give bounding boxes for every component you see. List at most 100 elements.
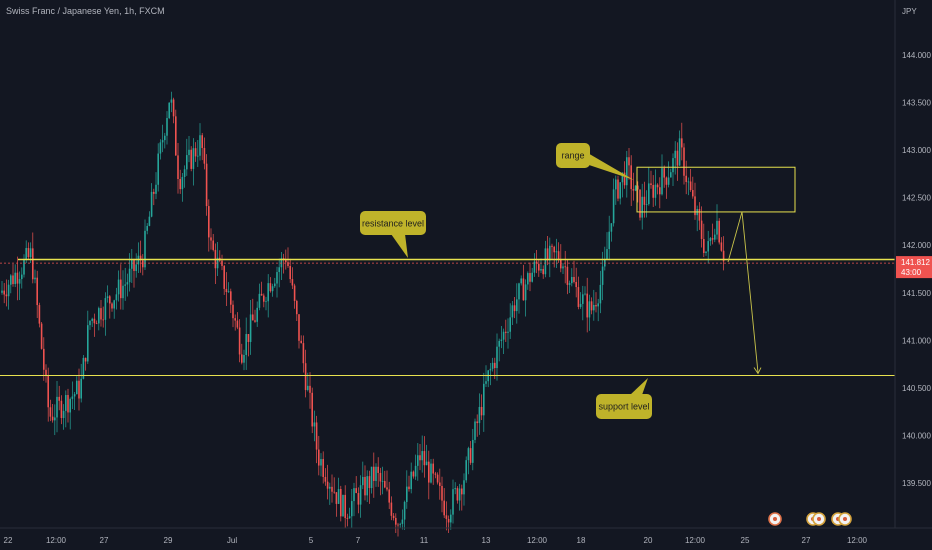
candle-body bbox=[258, 293, 261, 308]
candle-body bbox=[223, 265, 225, 289]
x-tick-label: 5 bbox=[309, 536, 314, 545]
candle-body bbox=[364, 476, 366, 496]
event-icon[interactable] bbox=[768, 512, 782, 526]
candle-body bbox=[278, 267, 280, 273]
candle-body bbox=[73, 394, 76, 397]
candle-body bbox=[720, 242, 723, 251]
x-tick-label: 27 bbox=[100, 536, 109, 545]
candle-body bbox=[126, 282, 129, 285]
candle-body bbox=[423, 451, 426, 466]
candle-body bbox=[252, 314, 254, 321]
candle-body bbox=[150, 191, 153, 217]
candle-body bbox=[687, 181, 690, 183]
event-icon[interactable] bbox=[838, 512, 852, 526]
candle-body bbox=[359, 485, 362, 505]
candle-body bbox=[153, 191, 155, 194]
x-tick-label: 12:00 bbox=[685, 536, 706, 545]
candle-body bbox=[113, 300, 115, 309]
candle-body bbox=[199, 135, 201, 156]
candle-body bbox=[100, 308, 102, 320]
candle-body bbox=[529, 273, 531, 282]
candle-body bbox=[148, 216, 151, 226]
y-tick-label: 140.000 bbox=[902, 431, 931, 440]
candle-body bbox=[608, 231, 610, 250]
candle-body bbox=[494, 362, 496, 369]
candle-body bbox=[49, 407, 52, 417]
candle-body bbox=[478, 406, 481, 424]
candle-body bbox=[368, 476, 371, 489]
candle-body bbox=[560, 259, 562, 269]
candle-body bbox=[91, 318, 93, 321]
candle-body bbox=[436, 474, 439, 483]
candle-body bbox=[498, 340, 500, 347]
candle-body bbox=[452, 489, 454, 515]
candle-body bbox=[643, 196, 646, 205]
annotation-layer[interactable]: range resistance level support level bbox=[0, 143, 895, 419]
candle-body bbox=[155, 184, 157, 194]
candle-body bbox=[208, 206, 210, 238]
candle-body bbox=[142, 260, 144, 268]
projection-path[interactable] bbox=[727, 211, 759, 373]
candle-body bbox=[164, 135, 166, 141]
candle-body bbox=[43, 348, 45, 370]
candle-body bbox=[648, 183, 650, 205]
candle-body bbox=[375, 466, 377, 481]
candle-body bbox=[544, 248, 547, 275]
candle-body bbox=[315, 422, 318, 450]
x-tick-label: 12:00 bbox=[847, 536, 868, 545]
candle-body bbox=[56, 396, 58, 418]
candle-body bbox=[183, 169, 186, 177]
candle-body bbox=[179, 179, 181, 190]
candle-body bbox=[601, 266, 604, 285]
candle-body bbox=[243, 354, 245, 363]
resistance-callout-box bbox=[360, 211, 426, 235]
candle-body bbox=[573, 276, 575, 282]
candle-body bbox=[663, 168, 665, 178]
candle-body bbox=[335, 492, 338, 504]
candle-body bbox=[139, 255, 142, 261]
event-icon[interactable] bbox=[812, 512, 826, 526]
candle-body bbox=[386, 487, 388, 490]
resistance-callout[interactable]: resistance level bbox=[360, 211, 426, 258]
candle-body bbox=[667, 177, 670, 185]
candle-body bbox=[474, 421, 476, 440]
events-layer[interactable] bbox=[768, 512, 852, 526]
candle-body bbox=[34, 277, 36, 280]
candle-body bbox=[527, 273, 529, 285]
candle-body bbox=[397, 524, 399, 526]
time-axis[interactable]: 22 12:00 27 29 Jul 5 7 11 13 12:00 18 20 12:00 25 27 12… bbox=[0, 527, 932, 545]
candle-body bbox=[445, 515, 448, 519]
candle-body bbox=[245, 334, 247, 355]
candle-body bbox=[388, 489, 390, 503]
candle-body bbox=[579, 303, 582, 307]
candle-body bbox=[291, 279, 294, 286]
candle-body bbox=[146, 225, 148, 231]
candle-body bbox=[626, 157, 628, 186]
candle-body bbox=[430, 463, 432, 483]
candle-body bbox=[241, 354, 243, 363]
candle-body bbox=[120, 279, 122, 299]
candle-body bbox=[5, 294, 8, 297]
support-callout[interactable]: support level bbox=[596, 378, 652, 419]
candle-body bbox=[463, 480, 465, 495]
candle-body bbox=[318, 449, 320, 466]
candle-body bbox=[260, 293, 263, 296]
range-callout[interactable]: range bbox=[556, 143, 634, 180]
candle-body bbox=[509, 317, 511, 332]
candle-body bbox=[584, 293, 586, 295]
candle-body bbox=[689, 181, 692, 191]
candle-body bbox=[170, 99, 173, 103]
candle-body bbox=[65, 395, 67, 411]
candle-body bbox=[106, 296, 109, 299]
x-tick-label: 22 bbox=[4, 536, 13, 545]
range-box[interactable] bbox=[636, 166, 796, 213]
candle-body bbox=[175, 116, 177, 156]
candle-body bbox=[516, 299, 518, 312]
candle-body bbox=[10, 275, 12, 285]
candle-body bbox=[172, 99, 175, 117]
price-axis[interactable]: JPY 144.000 143.500 143.000 142.500 142.000 14… bbox=[894, 0, 932, 528]
candle-body bbox=[406, 486, 408, 502]
candle-body bbox=[403, 501, 406, 520]
candle-body bbox=[161, 140, 164, 143]
